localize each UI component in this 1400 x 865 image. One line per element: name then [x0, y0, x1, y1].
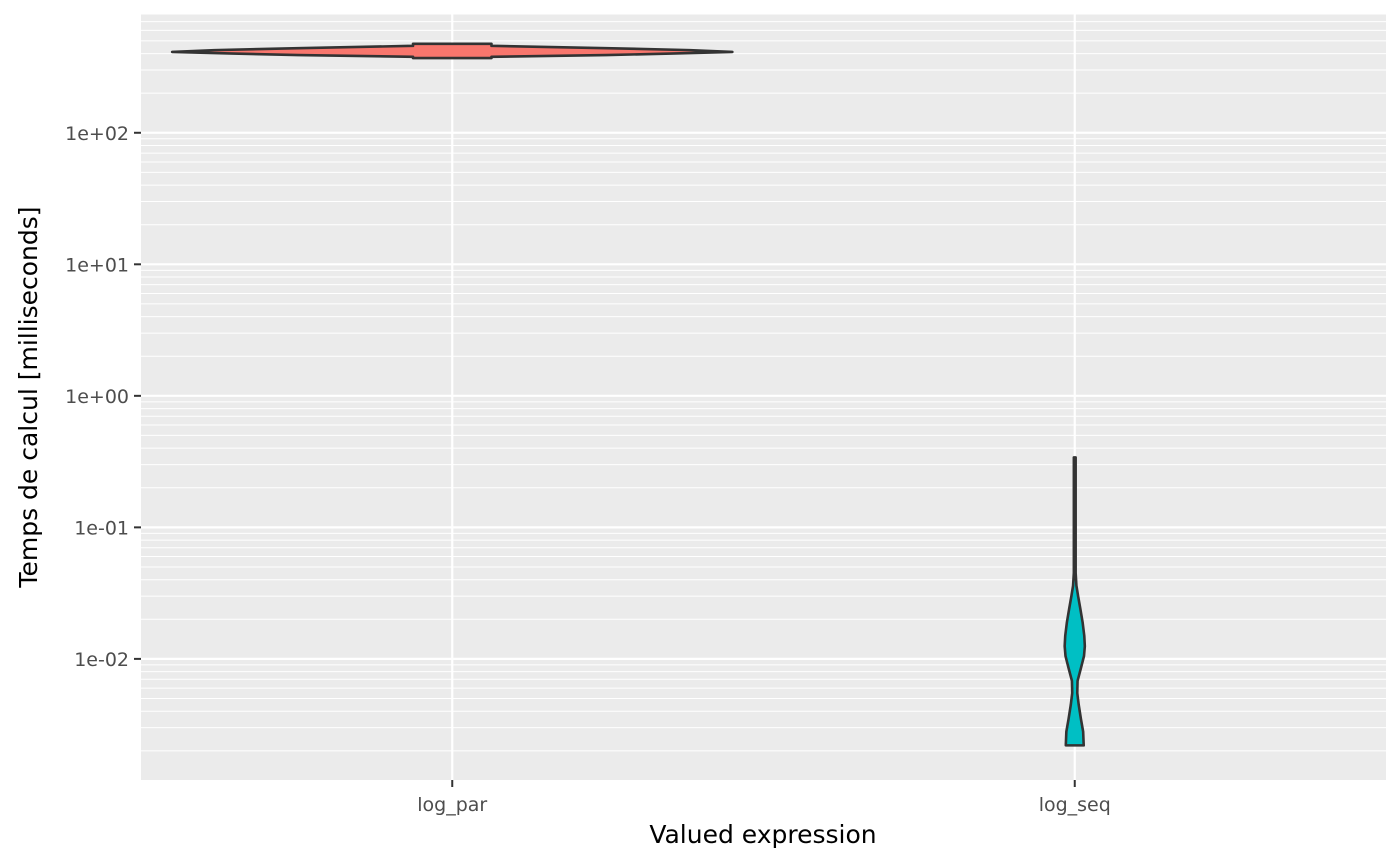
minor-gridlines	[141, 13, 1386, 752]
y-tick-label: 1e+01	[65, 254, 129, 276]
major-gridlines	[141, 14, 1386, 780]
y-tick-label: 1e-01	[74, 517, 129, 539]
x-axis: log_par log_seq	[417, 780, 1111, 816]
y-tick-label: 1e+02	[65, 123, 129, 145]
violin-log_par	[170, 42, 734, 60]
x-tick-label: log_seq	[1039, 794, 1111, 816]
x-axis-title: Valued expression	[649, 820, 876, 849]
violins	[170, 42, 1087, 747]
y-tick-label: 1e-02	[74, 649, 129, 671]
x-tick-label: log_par	[417, 794, 487, 816]
y-axis-title: Temps de calcul [milliseconds]	[14, 206, 43, 588]
violin-log_seq	[1063, 456, 1087, 747]
y-axis: 1e-02 1e-01 1e+00 1e+01 1e+02	[65, 123, 141, 671]
plot-background	[141, 14, 1386, 780]
y-tick-label: 1e+00	[65, 386, 129, 408]
